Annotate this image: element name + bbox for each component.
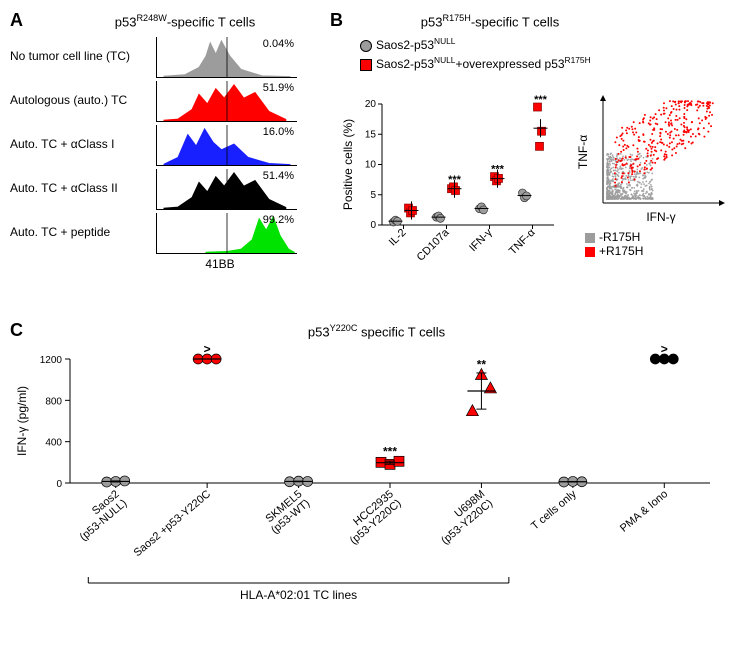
flow-row-label: No tumor cell line (TC) xyxy=(10,50,156,64)
svg-text:IFN-γ: IFN-γ xyxy=(646,210,675,224)
flow-histogram: 51.9% xyxy=(156,81,297,122)
svg-text:15: 15 xyxy=(365,129,377,140)
flow-histogram: 16.0% xyxy=(156,125,297,166)
svg-text:IFN-γ (pg/ml): IFN-γ (pg/ml) xyxy=(15,386,29,456)
svg-text:10: 10 xyxy=(365,160,377,171)
svg-text:Positive cells (%): Positive cells (%) xyxy=(341,119,355,210)
panel-c-title: p53Y220C specific T cells xyxy=(177,323,577,339)
svg-text:SKMEL5(p53-WT): SKMEL5(p53-WT) xyxy=(261,488,312,536)
flow-row: Auto. TC + peptide 99.2% xyxy=(10,211,330,255)
panel-a-title: p53R248W-specific T cells xyxy=(40,13,330,29)
legend-item: Saos2-p53NULL+overexpressed p53R175H xyxy=(360,54,750,73)
panel-b-scatter-legend: -R175H +R175H xyxy=(585,230,643,258)
svg-text:**: ** xyxy=(477,358,487,372)
flow-pct: 51.9% xyxy=(263,82,294,94)
panel-b-scatter: IFN-γ TNF-α xyxy=(575,95,725,225)
svg-text:HLA-A*02:01 TC lines: HLA-A*02:01 TC lines xyxy=(240,588,357,602)
svg-text:U698M(p53-Y220C): U698M(p53-Y220C) xyxy=(431,488,495,547)
svg-text:>: > xyxy=(204,343,211,356)
svg-text:***: *** xyxy=(383,445,397,459)
panel-a-xaxis: 41BB xyxy=(150,257,290,271)
svg-text:***: *** xyxy=(491,164,505,176)
svg-text:1200: 1200 xyxy=(40,355,63,366)
svg-text:PMA & Iono: PMA & Iono xyxy=(618,488,670,535)
svg-text:TNF-α: TNF-α xyxy=(507,226,538,257)
flow-row: Auto. TC + αClass II 51.4% xyxy=(10,167,330,211)
panel-c: C p53Y220C specific T cells 0 400 800 1200 I… xyxy=(10,320,743,648)
panel-b-dotplot: 0 5 10 15 20 Positive cells (%) IL-2 CD107a *** I… xyxy=(340,90,560,280)
flow-row-label: Autologous (auto.) TC xyxy=(10,94,156,108)
panel-a-label: A xyxy=(10,10,23,30)
svg-text:TNF-α: TNF-α xyxy=(576,135,590,169)
svg-text:T cells only: T cells only xyxy=(529,488,579,533)
svg-text:>: > xyxy=(661,343,668,356)
svg-text:IL-2: IL-2 xyxy=(387,227,409,249)
flow-row-label: Auto. TC + αClass I xyxy=(10,138,156,152)
figure: A p53R248W-specific T cells No tumor cel… xyxy=(10,10,743,656)
flow-row: No tumor cell line (TC) 0.04% xyxy=(10,35,330,79)
flow-histograms: No tumor cell line (TC) 0.04% Autologous (… xyxy=(10,35,330,255)
panel-b-label: B xyxy=(330,10,343,30)
svg-text:CD107a: CD107a xyxy=(415,226,453,264)
flow-row: Auto. TC + αClass I 16.0% xyxy=(10,123,330,167)
svg-text:0: 0 xyxy=(56,479,62,490)
svg-text:800: 800 xyxy=(45,397,62,408)
flow-pct: 51.4% xyxy=(263,170,294,182)
flow-pct: 16.0% xyxy=(263,126,294,138)
flow-pct: 0.04% xyxy=(263,38,294,50)
flow-pct: 99.2% xyxy=(263,214,294,226)
panel-b-title: p53R175H-specific T cells xyxy=(360,13,620,29)
svg-text:***: *** xyxy=(448,174,462,186)
panel-a: A p53R248W-specific T cells No tumor cel… xyxy=(10,10,330,271)
flow-histogram: 0.04% xyxy=(156,37,297,78)
svg-text:IFN-γ: IFN-γ xyxy=(467,226,495,254)
svg-text:HCC2935(p53-Y220C): HCC2935(p53-Y220C) xyxy=(340,488,404,547)
flow-histogram: 51.4% xyxy=(156,169,297,210)
svg-text:Saos2(p53-NULL): Saos2(p53-NULL) xyxy=(70,488,129,543)
panel-b: B p53R175H-specific T cells Saos2-p53NUL… xyxy=(330,10,750,73)
panel-b-legend: Saos2-p53NULLSaos2-p53NULL+overexpressed… xyxy=(360,35,750,73)
legend-item: Saos2-p53NULL xyxy=(360,35,750,54)
svg-text:Saos2 +p53-Y220C: Saos2 +p53-Y220C xyxy=(132,488,214,559)
flow-row-label: Auto. TC + peptide xyxy=(10,226,156,240)
svg-text:***: *** xyxy=(534,94,548,106)
svg-text:400: 400 xyxy=(45,438,62,449)
flow-histogram: 99.2% xyxy=(156,213,297,254)
svg-text:0: 0 xyxy=(370,220,376,231)
flow-row: Autologous (auto.) TC 51.9% xyxy=(10,79,330,123)
panel-c-dotplot: 04008001200IFN-γ (pg/ml)Saos2(p53-NULL)S… xyxy=(10,343,730,643)
svg-text:5: 5 xyxy=(370,190,376,201)
panel-c-label: C xyxy=(10,320,23,340)
svg-text:20: 20 xyxy=(365,99,377,110)
flow-row-label: Auto. TC + αClass II xyxy=(10,182,156,196)
